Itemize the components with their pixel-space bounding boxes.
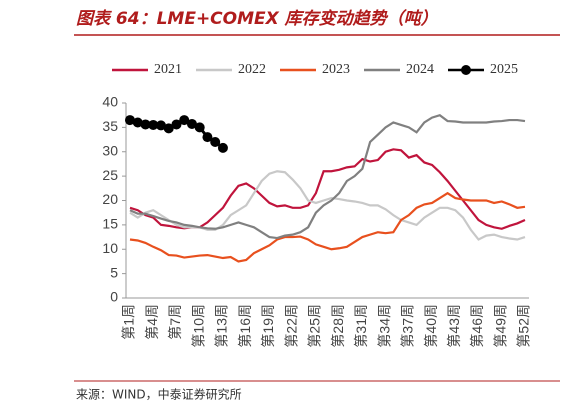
point: [125, 115, 135, 126]
x-tick-label: 第37周: [400, 304, 416, 348]
point: [202, 132, 213, 143]
point: [194, 122, 205, 133]
x-tick-label: 第4周: [144, 304, 160, 340]
point: [179, 115, 190, 126]
x-tick-label: 第1周: [121, 304, 137, 340]
x-tick-label: 第7周: [167, 304, 183, 340]
y-tick-label: 20: [102, 191, 118, 207]
point: [163, 123, 174, 134]
x-tick-label: 第31周: [353, 304, 369, 348]
legend-label: 2022: [238, 62, 266, 77]
x-tick-label: 第52周: [516, 304, 532, 348]
y-tick-label: 40: [102, 94, 118, 110]
x-tick-label: 第43周: [446, 304, 462, 348]
source: 来源：WIND，中泰证券研究所: [76, 387, 242, 402]
x-tick-label: 第25周: [307, 304, 323, 348]
point: [186, 118, 197, 129]
point: [132, 117, 143, 128]
x-tick-label: 第19周: [260, 304, 276, 348]
y-tick-label: 15: [102, 216, 118, 232]
x-tick-label: 第13周: [214, 304, 230, 348]
point: [155, 120, 166, 131]
y-tick-label: 5: [110, 264, 118, 280]
y-tick-label: 0: [110, 289, 118, 305]
point: [171, 119, 182, 130]
series-line: [129, 191, 526, 263]
legend-label: 2023: [322, 62, 350, 77]
x-tick-label: 第22周: [283, 304, 299, 348]
series-line: [129, 113, 526, 240]
point: [148, 119, 159, 130]
series-line: [129, 148, 526, 230]
x-tick-label: 第49周: [492, 304, 508, 348]
x-tick-label: 第28周: [330, 304, 346, 348]
y-tick-label: 30: [102, 142, 118, 158]
legend-label: 2024: [406, 62, 434, 77]
y-tick-label: 25: [102, 167, 118, 183]
y-tick-label: 10: [102, 240, 118, 256]
x-tick-label: 第46周: [469, 304, 485, 348]
y-tick-label: 35: [102, 118, 118, 134]
legend-label: 2025: [490, 62, 518, 77]
point: [210, 137, 221, 147]
legend-marker: [461, 65, 471, 75]
point: [140, 119, 151, 130]
x-tick-label: 第10周: [190, 304, 206, 348]
x-tick-label: 第34周: [376, 304, 392, 348]
chart-title: 图表 64：LME+COMEX 库存变动趋势（吨）: [76, 9, 438, 29]
x-tick-label: 第40周: [423, 304, 439, 348]
point: [217, 142, 228, 153]
legend-label: 2021: [154, 62, 182, 77]
x-tick-label: 第16周: [237, 304, 253, 348]
